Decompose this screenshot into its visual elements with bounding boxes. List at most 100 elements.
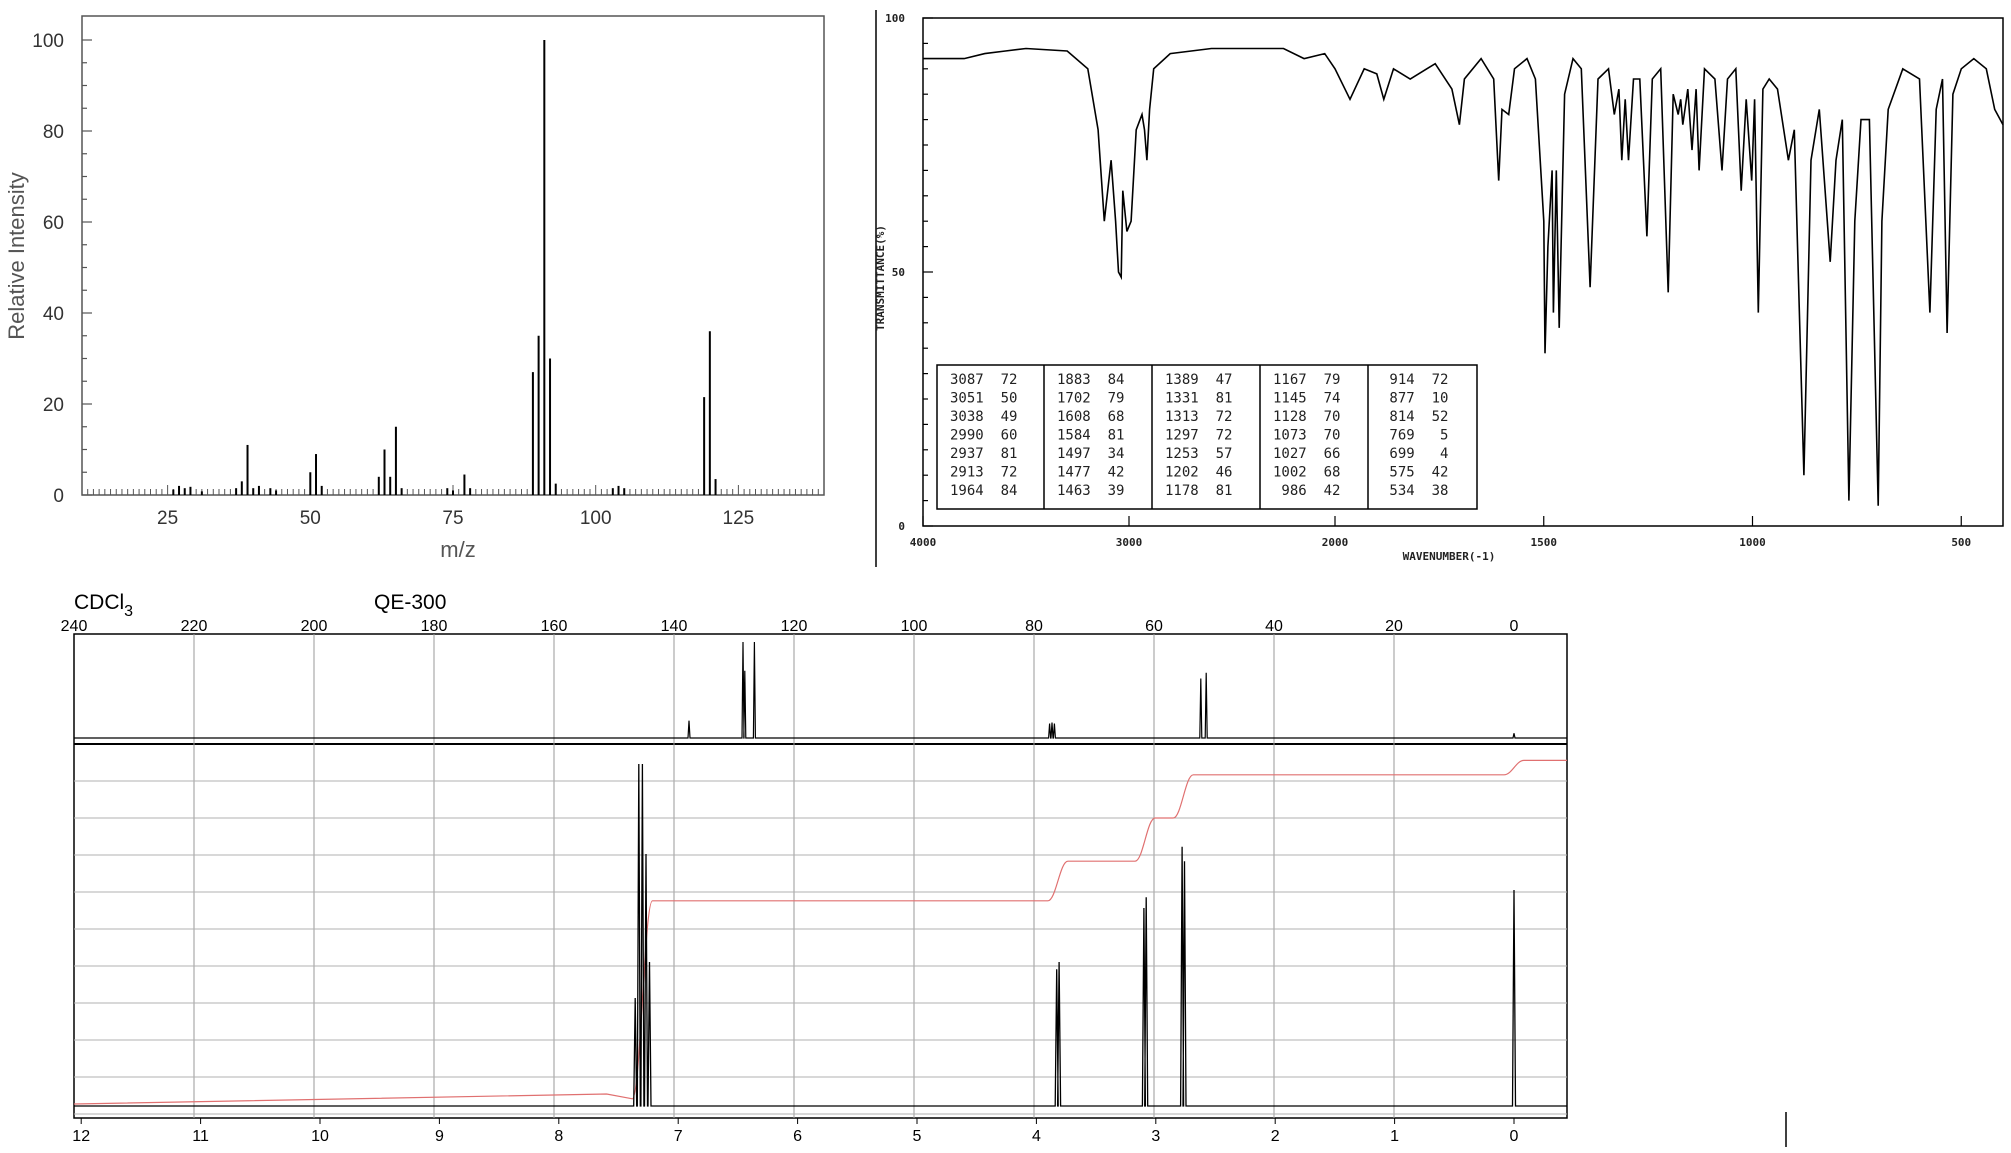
ms-y-axis-label: Relative Intensity <box>4 172 29 340</box>
ir-peak-table-cell: 2937 81 <box>950 446 1017 462</box>
ir-x-tick-label: 1500 <box>1531 536 1558 549</box>
h1-gridlines <box>74 780 1567 1115</box>
ir-peak-table-cell: 1027 66 <box>1273 446 1340 462</box>
ir-peak-table-cell: 1584 81 <box>1057 428 1124 444</box>
ir-peak-table-frame <box>936 364 1478 510</box>
ir-peak-table-cell: 769 5 <box>1381 428 1448 444</box>
nmr-instrument-label: QE-300 <box>374 591 446 614</box>
ir-x-tick-label: 4000 <box>910 536 937 549</box>
ir-y-axis-label: TRANSMITTANCE(%) <box>874 225 887 331</box>
c13-nmr-trace <box>74 641 1567 739</box>
h1-nmr-trace <box>74 763 1567 1107</box>
c13-x-tick-label: 60 <box>1145 618 1163 635</box>
ir-peak-table-cell: 1331 81 <box>1165 391 1232 407</box>
ms-y-tick-label: 0 <box>53 486 64 507</box>
h1-x-ticks: 12 11 10 9 8 7 6 5 4 3 2 1 0 <box>72 1118 1519 1145</box>
nmr-solvent-text: CDCl <box>74 591 124 614</box>
ir-peak-table-cell: 3051 50 <box>950 391 1017 407</box>
ir-x-tick-label: 500 <box>1951 536 1971 549</box>
ms-y-tick-label: 100 <box>32 31 64 52</box>
mass-spectrum-panel: 0 20 40 60 80 100 25 50 75 100 125 m/z Relative I… <box>4 15 825 562</box>
c13-x-tick-label: 120 <box>781 618 808 635</box>
h1-x-tick-label: 5 <box>913 1128 922 1145</box>
ir-peak-table-cell: 1608 68 <box>1057 409 1124 425</box>
h1-x-tick-label: 6 <box>793 1128 802 1145</box>
c13-gridlines <box>193 634 1395 1118</box>
ir-peak-table-cell: 1073 70 <box>1273 428 1340 444</box>
ir-peak-table-cell: 877 10 <box>1381 391 1448 407</box>
ir-peak-table-cell: 2990 60 <box>950 428 1017 444</box>
ir-peak-table-cell: 1145 74 <box>1273 391 1340 407</box>
ir-peak-table-cell: 699 4 <box>1381 446 1448 462</box>
ir-peak-table-cell: 534 38 <box>1381 483 1448 499</box>
nmr-solvent-subscript: 3 <box>124 603 133 620</box>
h1-x-tick-label: 0 <box>1510 1128 1519 1145</box>
ir-peak-table-cell: 1964 84 <box>950 483 1017 499</box>
ms-plot-frame <box>81 15 825 496</box>
ir-x-tick-label: 3000 <box>1116 536 1143 549</box>
h1-x-tick-label: 3 <box>1151 1128 1160 1145</box>
ir-peak-table-cell: 1389 47 <box>1165 372 1232 388</box>
c13-x-tick-label: 80 <box>1025 618 1043 635</box>
ir-y-ticks: 0 50 100 <box>885 12 933 533</box>
c13-x-tick-label: 40 <box>1265 618 1283 635</box>
ir-peak-table-cell: 1463 39 <box>1057 483 1124 499</box>
ms-y-tick-label: 40 <box>43 304 64 325</box>
h1-x-tick-label: 10 <box>311 1128 329 1145</box>
h1-x-tick-label: 8 <box>554 1128 563 1145</box>
ir-peak-table-cell: 1178 81 <box>1165 483 1232 499</box>
c13-x-tick-label: 200 <box>301 618 328 635</box>
c13-x-tick-label: 220 <box>181 618 208 635</box>
c13-x-tick-label: 160 <box>541 618 568 635</box>
ms-y-tick-label: 20 <box>43 395 64 416</box>
ir-peak-table-cell: 3087 72 <box>950 372 1017 388</box>
ms-x-tick-label: 25 <box>157 508 178 529</box>
ir-x-tick-label: 2000 <box>1322 536 1349 549</box>
ms-x-axis-label: m/z <box>440 537 475 562</box>
ms-x-ticks: 25 50 75 100 125 <box>87 485 819 529</box>
ir-x-ticks: 4000 3000 2000 1500 1000 500 <box>910 516 1971 549</box>
c13-x-tick-label: 140 <box>661 618 688 635</box>
ir-x-tick-label: 1000 <box>1739 536 1766 549</box>
h1-x-tick-label: 2 <box>1271 1128 1280 1145</box>
c13-x-ticks: 240 220 200 180 160 140 120 100 80 60 40 20 0 <box>61 618 1519 635</box>
h1-integration-curve <box>73 759 1567 1105</box>
nmr-frame <box>73 633 1568 1119</box>
ir-peak-table-cell: 1883 84 <box>1057 372 1124 388</box>
ms-x-tick-label: 75 <box>442 508 463 529</box>
c13-x-tick-label: 20 <box>1385 618 1403 635</box>
ir-peak-table-cell: 986 42 <box>1273 483 1340 499</box>
ir-y-tick-label: 100 <box>885 12 905 25</box>
ir-spectrum-panel: 0 50 100 4000 3000 2000 1500 1000 500 TRANSMITT… <box>874 10 2004 567</box>
ir-transmittance-trace <box>923 47 2004 506</box>
ir-peak-table-cell: 1128 70 <box>1273 409 1340 425</box>
ir-peak-table-cell: 1002 68 <box>1273 465 1340 481</box>
ir-peak-table: 3087 72 3051 50 3038 49 2990 60 2937 81 2913 … <box>936 364 1478 510</box>
h1-x-tick-label: 7 <box>674 1128 683 1145</box>
ms-x-tick-label: 50 <box>300 508 321 529</box>
ir-peak-table-cell: 814 52 <box>1381 409 1448 425</box>
h1-x-tick-label: 9 <box>435 1128 444 1145</box>
ir-peak-table-cell: 1477 42 <box>1057 465 1124 481</box>
ir-peak-table-cells: 3087 72 3051 50 3038 49 2990 60 2937 81 2913 … <box>950 372 1448 499</box>
h1-x-tick-label: 12 <box>72 1128 90 1145</box>
c13-x-tick-label: 0 <box>1510 618 1519 635</box>
ir-peak-table-cell: 1202 46 <box>1165 465 1232 481</box>
ms-y-ticks: 0 20 40 60 80 100 <box>32 31 92 507</box>
ir-y-tick-label: 50 <box>892 266 905 279</box>
ir-peak-table-cell: 1313 72 <box>1165 409 1232 425</box>
ms-peaks <box>172 40 717 495</box>
ir-peak-table-cell: 3038 49 <box>950 409 1017 425</box>
c13-x-tick-label: 100 <box>901 618 928 635</box>
ms-x-tick-label: 125 <box>723 508 755 529</box>
ir-peak-table-cell: 1497 34 <box>1057 446 1124 462</box>
nmr-panel: CDCl3 QE-300 240 220 200 180 160 140 120 100 80 6… <box>61 591 1568 1145</box>
h1-x-tick-label: 11 <box>192 1128 209 1145</box>
ir-y-tick-label: 0 <box>898 520 905 533</box>
ir-peak-table-cell: 575 42 <box>1381 465 1448 481</box>
h1-x-tick-label: 1 <box>1390 1128 1399 1145</box>
ir-peak-table-cell: 1297 72 <box>1165 428 1232 444</box>
ir-peak-table-cell: 1702 79 <box>1057 391 1124 407</box>
c13-x-tick-label: 180 <box>421 618 448 635</box>
ir-x-axis-label: WAVENUMBER(-1) <box>1403 550 1496 563</box>
